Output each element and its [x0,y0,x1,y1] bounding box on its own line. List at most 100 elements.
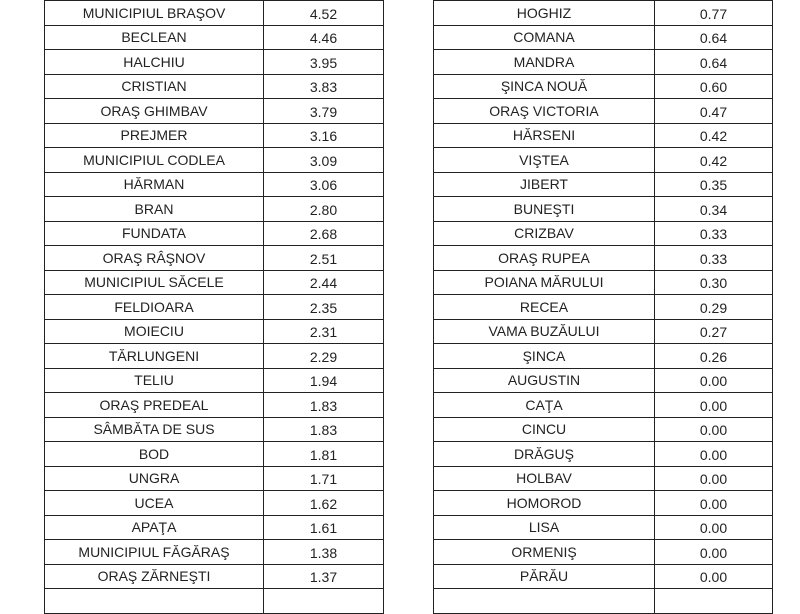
locality-cell: LISA [433,514,655,540]
value-cell: 2.51 [263,245,384,271]
locality-cell: TĂRLUNGENI [44,343,264,369]
table-row: AUGUSTIN 0.00 [433,367,773,393]
value-cell: 0.35 [654,171,773,197]
table-row: ORAŞ RUPEA 0.33 [433,245,773,271]
locality-cell: HOGHIZ [433,0,655,26]
table-row: CAŢA 0.00 [433,392,773,418]
table-row: VIŞTEA 0.42 [433,147,773,173]
value-cell: 0.42 [654,122,773,148]
locality-cell: COMANA [433,24,655,50]
locality-cell: ORAŞ RÂŞNOV [44,245,264,271]
table-row: ORMENIŞ 0.00 [433,539,773,565]
locality-cell: JIBERT [433,171,655,197]
table-row: BOD 1.81 [44,441,384,467]
value-cell: 4.46 [263,24,384,50]
table-row: HĂRSENI 0.42 [433,122,773,148]
table-row: MANDRA 0.64 [433,49,773,75]
table-row: HOGHIZ 0.77 [433,0,773,26]
locality-cell: APAŢA [44,514,264,540]
locality-cell: ORAŞ GHIMBAV [44,98,264,124]
value-cell: 2.68 [263,220,384,246]
locality-cell: MOIECIU [44,318,264,344]
table-row: ORAŞ VICTORIA 0.47 [433,98,773,124]
value-cell: 0.29 [654,294,773,320]
value-cell: 2.31 [263,318,384,344]
value-cell: 0.34 [654,196,773,222]
value-cell: 1.61 [263,514,384,540]
table-row: FELDIOARA 2.35 [44,294,384,320]
locality-cell: BECLEAN [44,24,264,50]
value-cell: 1.83 [263,392,384,418]
value-cell: 0.00 [654,392,773,418]
table-row: POIANA MĂRULUI 0.30 [433,269,773,295]
locality-cell: HOMOROD [433,490,655,516]
table-row: UCEA 1.62 [44,490,384,516]
locality-cell: CRIZBAV [433,220,655,246]
table-row: BUNEŞTI 0.34 [433,196,773,222]
table-row: MUNICIPIUL SĂCELE 2.44 [44,269,384,295]
table-row: TELIU 1.94 [44,367,384,393]
value-cell [263,588,384,614]
locality-cell: BOD [44,441,264,467]
locality-cell: CINCU [433,416,655,442]
value-cell: 0.27 [654,318,773,344]
locality-cell: UNGRA [44,465,264,491]
value-cell: 0.00 [654,465,773,491]
value-cell: 0.42 [654,147,773,173]
locality-cell [44,588,264,614]
table-row: MUNICIPIUL FĂGĂRAŞ 1.38 [44,539,384,565]
table-row: ORAŞ GHIMBAV 3.79 [44,98,384,124]
table-row: UNGRA 1.71 [44,465,384,491]
value-cell: 0.00 [654,367,773,393]
table-row: HOMOROD 0.00 [433,490,773,516]
value-cell: 0.00 [654,490,773,516]
value-cell: 3.06 [263,171,384,197]
right-table: HOGHIZ 0.77 COMANA 0.64 MANDRA 0.64 ŞINCA NOUĂ… [433,0,773,614]
table-row: CINCU 0.00 [433,416,773,442]
table-row: LISA 0.00 [433,514,773,540]
value-cell: 1.94 [263,367,384,393]
value-cell: 1.62 [263,490,384,516]
table-row: HALCHIU 3.95 [44,49,384,75]
value-cell: 2.80 [263,196,384,222]
table-row: FUNDATA 2.68 [44,220,384,246]
locality-cell: BUNEŞTI [433,196,655,222]
locality-cell: MUNICIPIUL BRAŞOV [44,0,264,26]
value-cell: 1.81 [263,441,384,467]
table-row: TĂRLUNGENI 2.29 [44,343,384,369]
value-cell: 0.64 [654,49,773,75]
locality-cell: BRAN [44,196,264,222]
value-cell: 0.00 [654,441,773,467]
table-row: SÂMBĂTA DE SUS 1.83 [44,416,384,442]
value-cell: 4.52 [263,0,384,26]
table-row: ORAŞ ZĂRNEŞTI 1.37 [44,563,384,589]
locality-cell: HALCHIU [44,49,264,75]
locality-cell [433,588,655,614]
value-cell: 3.83 [263,73,384,99]
locality-cell: SÂMBĂTA DE SUS [44,416,264,442]
table-row: HĂRMAN 3.06 [44,171,384,197]
table-row: DRĂGUŞ 0.00 [433,441,773,467]
table-row: BECLEAN 4.46 [44,24,384,50]
value-cell [654,588,773,614]
table-row: ORAŞ PREDEAL 1.83 [44,392,384,418]
table-row: MUNICIPIUL BRAŞOV 4.52 [44,0,384,26]
table-row: BRAN 2.80 [44,196,384,222]
locality-cell: CAŢA [433,392,655,418]
value-cell: 1.83 [263,416,384,442]
value-cell: 0.77 [654,0,773,26]
value-cell: 0.60 [654,73,773,99]
locality-cell: RECEA [433,294,655,320]
locality-cell: FELDIOARA [44,294,264,320]
value-cell: 0.00 [654,539,773,565]
table-row-partial [433,588,773,614]
locality-cell: ORAŞ VICTORIA [433,98,655,124]
value-cell: 0.64 [654,24,773,50]
table-row: JIBERT 0.35 [433,171,773,197]
table-row: CRIZBAV 0.33 [433,220,773,246]
value-cell: 0.30 [654,269,773,295]
value-cell: 3.16 [263,122,384,148]
value-cell: 3.79 [263,98,384,124]
value-cell: 0.47 [654,98,773,124]
locality-cell: ŞINCA NOUĂ [433,73,655,99]
